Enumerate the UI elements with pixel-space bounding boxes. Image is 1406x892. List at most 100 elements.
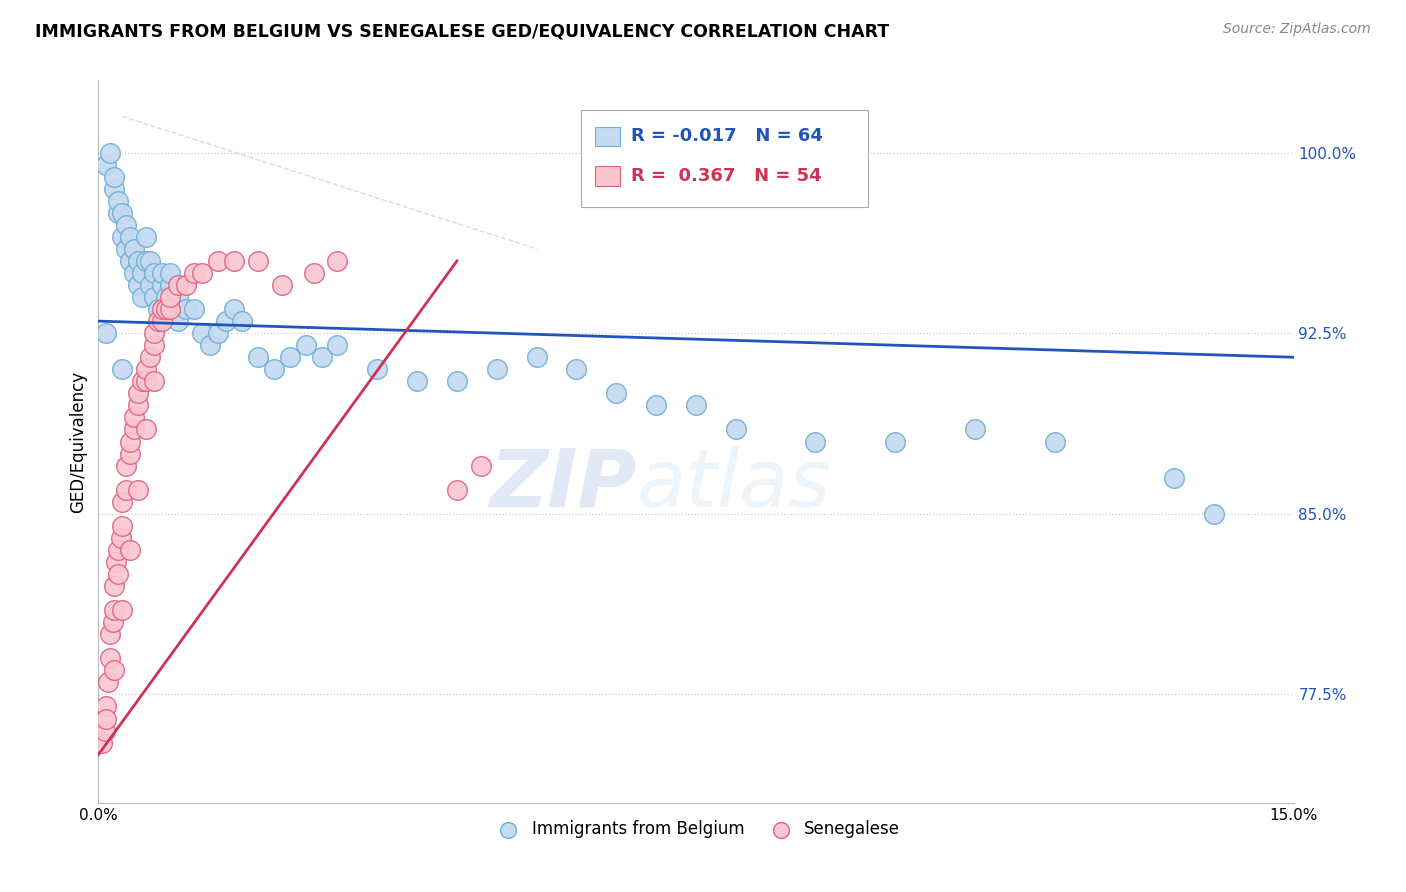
Point <box>139 277 162 292</box>
Point <box>470 458 492 473</box>
Point <box>127 483 149 497</box>
Point <box>150 314 173 328</box>
Point <box>104 555 127 569</box>
Point <box>107 205 129 219</box>
Point <box>685 398 707 412</box>
Point <box>155 301 177 316</box>
Point <box>645 398 668 412</box>
Point <box>96 157 118 171</box>
Point <box>135 374 157 388</box>
Point <box>326 338 349 352</box>
Point <box>111 518 134 533</box>
Point <box>97 675 120 690</box>
Point <box>135 229 157 244</box>
Point <box>139 350 162 364</box>
Text: Source: ZipAtlas.com: Source: ZipAtlas.com <box>1223 22 1371 37</box>
Point <box>127 277 149 292</box>
Point <box>183 301 205 316</box>
Point <box>135 362 157 376</box>
Point <box>131 266 153 280</box>
Point <box>159 266 181 280</box>
Legend: Immigrants from Belgium, Senegalese: Immigrants from Belgium, Senegalese <box>485 814 907 845</box>
Point <box>167 277 190 292</box>
Point <box>605 386 627 401</box>
Point <box>1163 470 1185 484</box>
Text: R =  0.367   N = 54: R = 0.367 N = 54 <box>631 167 823 185</box>
Y-axis label: GED/Equivalency: GED/Equivalency <box>69 370 87 513</box>
Point <box>326 253 349 268</box>
Point <box>107 566 129 581</box>
Point <box>191 266 214 280</box>
Point <box>278 350 301 364</box>
Point <box>103 579 125 593</box>
Point <box>120 446 142 460</box>
Point <box>111 362 134 376</box>
Point <box>115 242 138 256</box>
Point <box>150 277 173 292</box>
Point <box>127 398 149 412</box>
Point <box>96 326 118 340</box>
Point <box>124 242 146 256</box>
Point <box>96 699 118 714</box>
Point <box>111 603 134 617</box>
Point <box>150 301 173 316</box>
Point <box>135 253 157 268</box>
Point <box>406 374 429 388</box>
Point <box>120 542 142 557</box>
Point <box>115 483 138 497</box>
Point <box>103 169 125 184</box>
Point <box>103 603 125 617</box>
Point <box>124 422 146 436</box>
Point <box>1202 507 1225 521</box>
Point <box>302 266 325 280</box>
Point <box>565 362 588 376</box>
Point <box>143 326 166 340</box>
Point <box>120 229 142 244</box>
Point <box>143 290 166 304</box>
Point <box>139 253 162 268</box>
Point <box>120 434 142 449</box>
Point <box>446 374 468 388</box>
Point <box>231 314 253 328</box>
Point <box>174 277 197 292</box>
Point <box>98 145 122 160</box>
Point <box>103 181 125 195</box>
Point <box>167 290 190 304</box>
Point <box>155 290 177 304</box>
Point <box>120 253 142 268</box>
Point <box>222 301 245 316</box>
Point <box>124 266 146 280</box>
Point <box>311 350 333 364</box>
Point <box>167 314 190 328</box>
Point <box>131 290 153 304</box>
Point <box>159 277 181 292</box>
Point <box>191 326 214 340</box>
Point <box>485 362 508 376</box>
Point <box>115 218 138 232</box>
Point <box>135 422 157 436</box>
Point <box>294 338 316 352</box>
Point <box>96 711 118 725</box>
Point <box>207 253 229 268</box>
Text: atlas: atlas <box>637 446 831 524</box>
Point <box>111 205 134 219</box>
Point <box>963 422 986 436</box>
Point <box>148 314 170 328</box>
Point <box>198 338 221 352</box>
Point <box>526 350 548 364</box>
Point <box>124 410 146 425</box>
Point <box>724 422 747 436</box>
Point <box>143 338 166 352</box>
Point <box>101 615 124 629</box>
Text: ZIP: ZIP <box>489 446 637 524</box>
Point <box>207 326 229 340</box>
Point <box>107 194 129 208</box>
Point <box>91 735 114 749</box>
Point <box>270 277 292 292</box>
Point <box>246 350 269 364</box>
Point <box>215 314 238 328</box>
Point <box>174 301 197 316</box>
Point <box>103 663 125 677</box>
Point <box>366 362 388 376</box>
Point <box>127 253 149 268</box>
